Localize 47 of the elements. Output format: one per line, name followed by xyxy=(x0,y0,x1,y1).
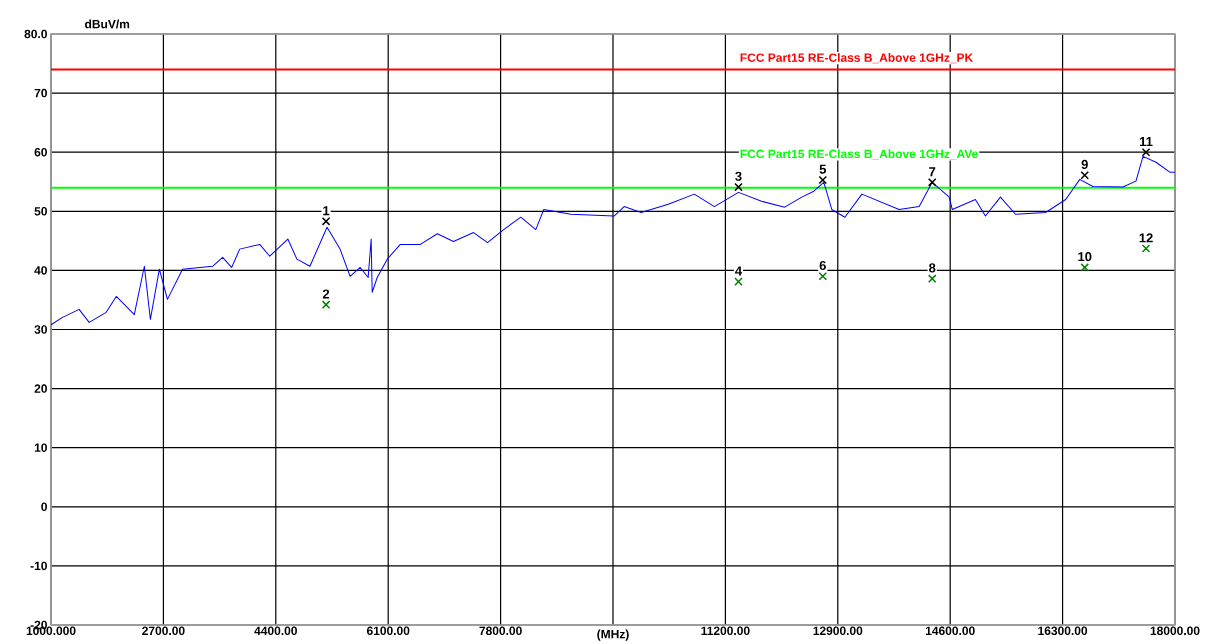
point xyxy=(818,175,828,185)
point xyxy=(321,217,331,226)
x-tick-label: 18000.00 xyxy=(1150,626,1200,635)
point xyxy=(927,274,937,283)
annotation: 3 xyxy=(735,171,742,181)
y-tick-label: 30 xyxy=(34,325,47,334)
x-tick-label: 16300.00 xyxy=(1038,626,1088,636)
annotation: 4 xyxy=(735,266,743,276)
x-tick-label: 2700.00 xyxy=(142,626,185,635)
point xyxy=(321,300,331,309)
y-tick-label: 40 xyxy=(34,266,47,275)
annotation: 6 xyxy=(819,260,826,271)
annotation: 11 xyxy=(1139,137,1153,146)
annotation: 5 xyxy=(819,164,827,174)
y-tick-label: 10 xyxy=(34,443,47,452)
annotation: 8 xyxy=(929,263,936,273)
annotation: 9 xyxy=(1081,159,1088,170)
y-tick-label: -10 xyxy=(30,561,47,571)
x-tick-label: 4400.00 xyxy=(254,626,297,635)
annotation: 10 xyxy=(1078,252,1092,262)
y-tick-label: 80.0 xyxy=(24,29,47,39)
point xyxy=(734,182,743,192)
point xyxy=(818,272,828,281)
ref-line-label: FCC Part15 RE-Class B_Above 1GHz_AVe xyxy=(740,149,978,160)
y-axis-title: dBuV/m xyxy=(85,19,130,29)
x-tick-label: 14600.00 xyxy=(925,626,975,635)
point xyxy=(1141,147,1151,157)
x-tick-label: 11200.00 xyxy=(701,626,750,635)
y-tick-label: 20 xyxy=(34,384,47,393)
point xyxy=(1080,170,1090,180)
annotation: 12 xyxy=(1139,233,1153,243)
y-tick-label: 70 xyxy=(34,88,47,98)
x-tick-label: 6100.00 xyxy=(366,626,410,635)
x-axis-title: (MHz) xyxy=(597,629,629,641)
point xyxy=(1080,263,1090,272)
y-tick-label: 0 xyxy=(41,502,47,512)
point xyxy=(927,178,937,187)
annotation: 7 xyxy=(929,167,936,177)
annotation: 2 xyxy=(322,289,330,299)
ref-line-label: FCC Part15 RE-Class B_Above 1GHz_PK xyxy=(740,53,974,64)
annotation: 1 xyxy=(323,206,330,216)
y-tick-label: 50 xyxy=(34,207,47,216)
x-tick-label: 12900.00 xyxy=(813,626,863,635)
point xyxy=(734,277,743,286)
x-tick-label: 7800.00 xyxy=(479,626,522,635)
y-tick-label: 60 xyxy=(34,147,47,157)
point xyxy=(1141,244,1151,253)
